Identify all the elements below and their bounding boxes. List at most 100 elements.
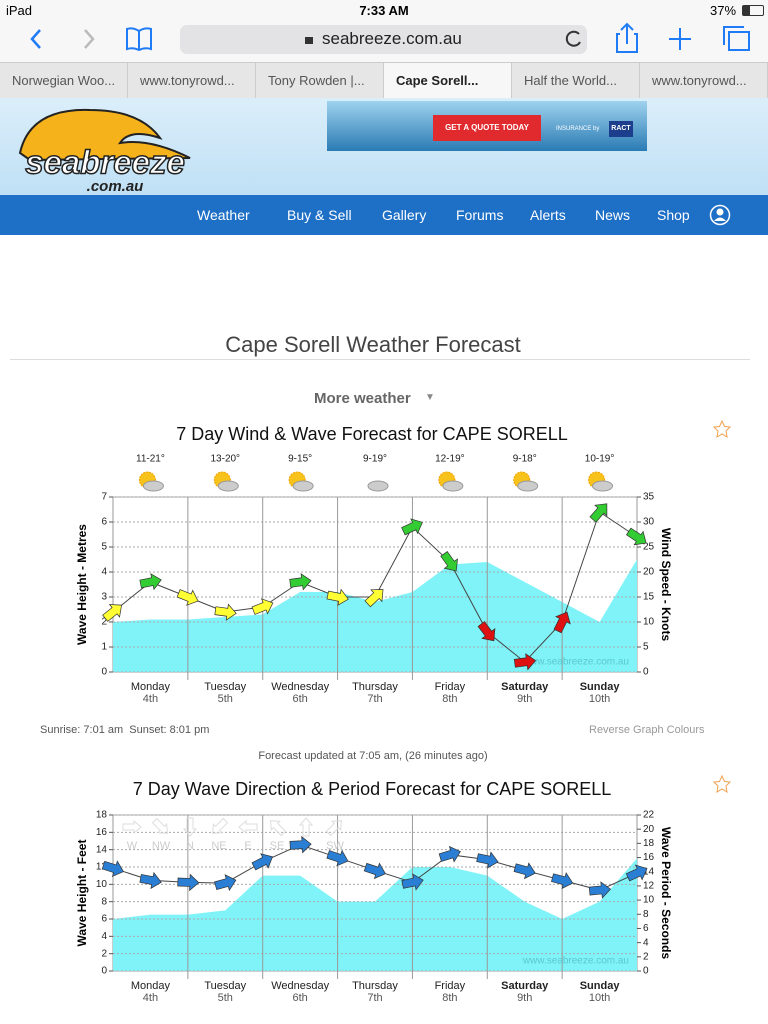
day-label: Sunday — [580, 980, 621, 992]
share-button[interactable] — [616, 22, 638, 53]
arrow — [139, 871, 162, 890]
back-button[interactable] — [30, 29, 41, 49]
favourite-star[interactable] — [712, 419, 732, 438]
watermark: www.seabreeze.com.au — [522, 657, 629, 668]
day-label: Monday — [131, 980, 171, 992]
reload-button[interactable] — [565, 30, 581, 47]
divider — [10, 359, 750, 360]
cloud — [367, 480, 389, 492]
arrow — [553, 611, 571, 634]
cloud — [292, 480, 314, 492]
day-label: Friday — [435, 980, 466, 992]
nav-item[interactable]: News — [595, 207, 631, 223]
y2-tick-label: 12 — [643, 881, 655, 892]
clock: 7:33 AM — [359, 3, 409, 18]
y2-axis-label: Wind Speed - Knots — [659, 528, 673, 642]
day-label: Monday — [131, 681, 171, 693]
tab[interactable]: Norwegian Woo... — [0, 63, 128, 98]
y2-tick-label: 20 — [643, 567, 655, 578]
date-label: 8th — [442, 693, 457, 705]
ad-button[interactable]: GET A QUOTE TODAY — [433, 115, 541, 141]
tab[interactable]: www.tonyrowd... — [640, 63, 768, 98]
tab[interactable]: www.tonyrowd... — [128, 63, 256, 98]
temp-label: 10-19° — [585, 454, 615, 465]
y-tick-label: 10 — [96, 879, 108, 890]
compass-arrow — [325, 820, 342, 837]
reverse-colours[interactable]: Reverse Graph Colours — [589, 724, 705, 736]
tab[interactable]: Half the World... — [512, 63, 640, 98]
y2-tick-label: 5 — [643, 642, 649, 653]
y2-tick-label: 25 — [643, 542, 655, 553]
nav-bar: Weather Buy & Sell Gallery Forums Alerts News… — [0, 195, 768, 235]
arrow — [251, 853, 273, 871]
weather-icon — [367, 480, 389, 492]
y-tick-label: 0 — [101, 667, 107, 678]
chart-title: 7 Day Wave Direction & Period Forecast f… — [133, 779, 612, 799]
day-label: Thursday — [352, 980, 398, 992]
y-tick-label: 5 — [101, 542, 107, 553]
y-tick-label: 4 — [101, 931, 107, 942]
day-label: Wednesday — [271, 681, 329, 693]
y-tick-label: 1 — [101, 642, 107, 653]
toolbar-icons — [30, 22, 750, 54]
date-label: 5th — [218, 992, 233, 1004]
ad-company: RACT — [609, 121, 633, 137]
date-label: 4th — [143, 992, 158, 1004]
arrow — [438, 845, 461, 863]
compass-label: W — [127, 840, 138, 852]
nav-item[interactable]: Alerts — [530, 207, 566, 223]
nav-item[interactable]: Forums — [456, 207, 504, 223]
y-tick-label: 7 — [101, 492, 107, 503]
wave-area — [113, 559, 637, 672]
date-label: 7th — [367, 992, 382, 1004]
battery: 37% — [710, 3, 737, 18]
compass-arrow — [182, 817, 198, 837]
logo-domain: .com.au — [87, 178, 144, 195]
forward-button[interactable] — [84, 29, 95, 49]
site-header: seabreeze .com.au GET A QUOTE TODAY INSU… — [0, 98, 768, 195]
nav-item[interactable]: Gallery — [382, 207, 427, 223]
tabs-button[interactable] — [723, 26, 750, 51]
dropdown-caret: ▼ — [425, 392, 435, 403]
page-title: Cape Sorell Weather Forecast — [225, 332, 521, 357]
arrow — [363, 862, 386, 880]
arrow — [364, 589, 384, 608]
more-weather[interactable]: More weather — [314, 390, 411, 407]
advert[interactable]: GET A QUOTE TODAY INSURANCE by RACT — [327, 101, 647, 151]
weather-icon — [288, 471, 314, 492]
compass-label: SE — [270, 840, 285, 852]
temp-label: 13-20° — [210, 454, 240, 465]
lock-icon — [305, 37, 313, 44]
account-icon[interactable] — [709, 204, 731, 226]
day-label: Tuesday — [204, 980, 246, 992]
day-label: Wednesday — [271, 980, 329, 992]
weather-icon — [588, 471, 614, 492]
nav-item[interactable]: Shop — [657, 207, 690, 223]
y2-tick-label: 8 — [643, 909, 649, 920]
bookmarks-button[interactable] — [126, 27, 152, 52]
cloud — [592, 480, 614, 492]
compass-label: SW — [326, 840, 344, 852]
favourite-star[interactable] — [712, 775, 732, 793]
y-tick-label: 16 — [96, 827, 108, 838]
y2-tick-label: 0 — [643, 667, 649, 678]
nav-item[interactable]: Buy & Sell — [287, 207, 352, 223]
address-bar[interactable] — [180, 25, 587, 54]
date-label: 9th — [517, 992, 532, 1004]
weather-icon — [138, 471, 164, 492]
y-tick-label: 6 — [101, 914, 107, 925]
cloud — [517, 480, 539, 492]
nav-item[interactable]: Weather — [197, 207, 250, 223]
y2-axis-label: Wave Period - Seconds — [659, 827, 673, 960]
date-label: 8th — [442, 992, 457, 1004]
date-label: 6th — [292, 992, 307, 1004]
tab[interactable]: Cape Sorell... — [384, 63, 512, 98]
new-tab-button[interactable] — [669, 28, 691, 50]
arrow — [477, 621, 496, 642]
arrow — [101, 860, 124, 878]
compass-label: NW — [152, 840, 171, 852]
tab[interactable]: Tony Rowden |... — [256, 63, 384, 98]
temp-label: 9-19° — [363, 454, 387, 465]
weather-icon — [213, 471, 239, 492]
compass-arrow — [270, 820, 287, 837]
